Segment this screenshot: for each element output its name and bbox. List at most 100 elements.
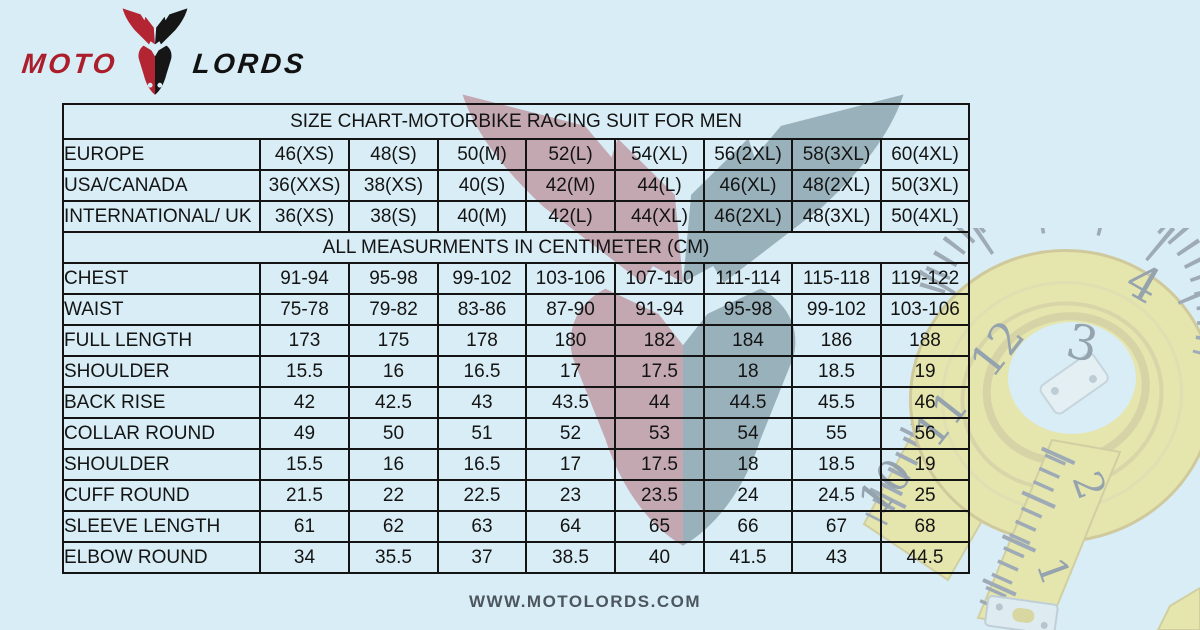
row-label: INTERNATIONAL/ UK — [62, 200, 261, 233]
table-cell: 52(L) — [525, 138, 616, 171]
table-cell: 35.5 — [348, 541, 439, 574]
table-cell: 19 — [879, 448, 971, 481]
table-cell: 184 — [703, 324, 793, 357]
table-cell: 49 — [259, 417, 350, 450]
website-url: WWW.MOTOLORDS.COM — [469, 592, 701, 611]
table-cell: 38.5 — [525, 541, 616, 574]
table-row: FULL LENGTH 173 175 178 180 182 184 186 … — [62, 324, 971, 357]
row-label: CHEST — [62, 262, 261, 295]
table-cell: 24.5 — [791, 479, 882, 512]
table-cell: 46(2XL) — [703, 200, 793, 233]
table-row: COLLAR ROUND 49 50 51 52 53 54 55 56 — [62, 417, 971, 450]
tape-metal-end-clip — [984, 594, 1059, 630]
table-subtitle-row: ALL MEASURMENTS IN CENTIMETER (CM) — [61, 231, 971, 264]
row-label: SHOULDER — [62, 355, 261, 388]
table-row: CHEST 91-94 95-98 99-102 103-106 107-110… — [62, 262, 971, 295]
table-cell: 24 — [703, 479, 793, 512]
table-cell: 87-90 — [525, 293, 616, 326]
row-label: COLLAR ROUND — [62, 417, 261, 450]
row-label: CUFF ROUND — [62, 479, 261, 512]
table-cell: 54 — [703, 417, 793, 450]
row-label: USA/CANADA — [62, 169, 261, 202]
table-cell: 44(L) — [614, 169, 705, 202]
table-cell: 40(S) — [437, 169, 527, 202]
table-cell: 53 — [614, 417, 705, 450]
table-cell: 61 — [259, 510, 350, 543]
table-cell: 17.5 — [614, 448, 705, 481]
table-cell: 44.5 — [703, 386, 793, 419]
bull-emblem-icon — [123, 8, 188, 95]
row-label: EUROPE — [62, 138, 261, 171]
table-cell: 178 — [437, 324, 527, 357]
table-cell: 51 — [437, 417, 527, 450]
table-cell: 42(M) — [525, 169, 616, 202]
table-title-row: SIZE CHART-MOTORBIKE RACING SUIT FOR MEN — [61, 103, 971, 140]
table-cell: 38(S) — [348, 200, 439, 233]
table-cell: 52 — [525, 417, 616, 450]
table-row: CUFF ROUND 21.5 22 22.5 23 23.5 24 24.5 … — [62, 479, 971, 512]
table-cell: 42 — [259, 386, 350, 419]
table-cell: 119-122 — [879, 262, 971, 295]
table-cell: 62 — [348, 510, 439, 543]
table-cell: 79-82 — [348, 293, 439, 326]
table-cell: 46(XS) — [259, 138, 350, 171]
table-cell: 42.5 — [348, 386, 439, 419]
row-label: WAIST — [62, 293, 261, 326]
table-cell: 46 — [879, 386, 971, 419]
table-cell: 68 — [879, 510, 971, 543]
row-label: SHOULDER — [62, 448, 261, 481]
table-cell: 95-98 — [703, 293, 793, 326]
brand-logo: MOTO LORDS — [20, 6, 308, 96]
table-cell: 48(2XL) — [791, 169, 882, 202]
table-cell: 15.5 — [259, 448, 350, 481]
table-cell: 22.5 — [437, 479, 527, 512]
table-cell: 173 — [259, 324, 350, 357]
table-cell: 42(L) — [525, 200, 616, 233]
row-label: BACK RISE — [62, 386, 261, 419]
table-cell: 16 — [348, 448, 439, 481]
table-cell: 63 — [437, 510, 527, 543]
table-cell: 23 — [525, 479, 616, 512]
table-cell: 46(XL) — [703, 169, 793, 202]
table-cell: 99-102 — [791, 293, 882, 326]
table-row: ELBOW ROUND 34 35.5 37 38.5 40 41.5 43 4… — [62, 541, 971, 574]
table-cell: 23.5 — [614, 479, 705, 512]
table-cell: 111-114 — [703, 262, 793, 295]
table-cell: 83-86 — [437, 293, 527, 326]
chart-units-note: ALL MEASURMENTS IN CENTIMETER (CM) — [61, 231, 971, 264]
table-cell: 18 — [703, 448, 793, 481]
table-cell: 44 — [614, 386, 705, 419]
table-cell: 60(4XL) — [879, 138, 971, 171]
table-cell: 16.5 — [437, 355, 527, 388]
footer: WWW.MOTOLORDS.COM — [0, 592, 1200, 612]
table-cell: 36(XXS) — [259, 169, 350, 202]
table-cell: 175 — [348, 324, 439, 357]
table-cell: 17 — [525, 355, 616, 388]
table-row: SHOULDER 15.5 16 16.5 17 17.5 18 18.5 19 — [62, 448, 971, 481]
table-cell: 21.5 — [259, 479, 350, 512]
table-cell: 17.5 — [614, 355, 705, 388]
table-cell: 64 — [525, 510, 616, 543]
table-row: EUROPE 46(XS) 48(S) 50(M) 52(L) 54(XL) 5… — [62, 138, 971, 171]
table-cell: 36(XS) — [259, 200, 350, 233]
row-label: SLEEVE LENGTH — [62, 510, 261, 543]
table-cell: 18 — [703, 355, 793, 388]
row-label: ELBOW ROUND — [62, 541, 261, 574]
tape-metal-clip-inner — [1039, 352, 1109, 415]
table-cell: 115-118 — [791, 262, 882, 295]
tape-sliver — [1156, 586, 1200, 630]
table-row: BACK RISE 42 42.5 43 43.5 44 44.5 45.5 4… — [62, 386, 971, 419]
table-cell: 40(M) — [437, 200, 527, 233]
table-cell: 22 — [348, 479, 439, 512]
table-cell: 40 — [614, 541, 705, 574]
table-cell: 188 — [879, 324, 971, 357]
table-cell: 37 — [437, 541, 527, 574]
row-label: FULL LENGTH — [62, 324, 261, 357]
table-cell: 56(2XL) — [703, 138, 793, 171]
table-cell: 43 — [437, 386, 527, 419]
table-cell: 44.5 — [879, 541, 971, 574]
table-cell: 58(3XL) — [791, 138, 882, 171]
table-row: SHOULDER 15.5 16 16.5 17 17.5 18 18.5 19 — [62, 355, 971, 388]
table-cell: 41.5 — [703, 541, 793, 574]
table-cell: 75-78 — [259, 293, 350, 326]
